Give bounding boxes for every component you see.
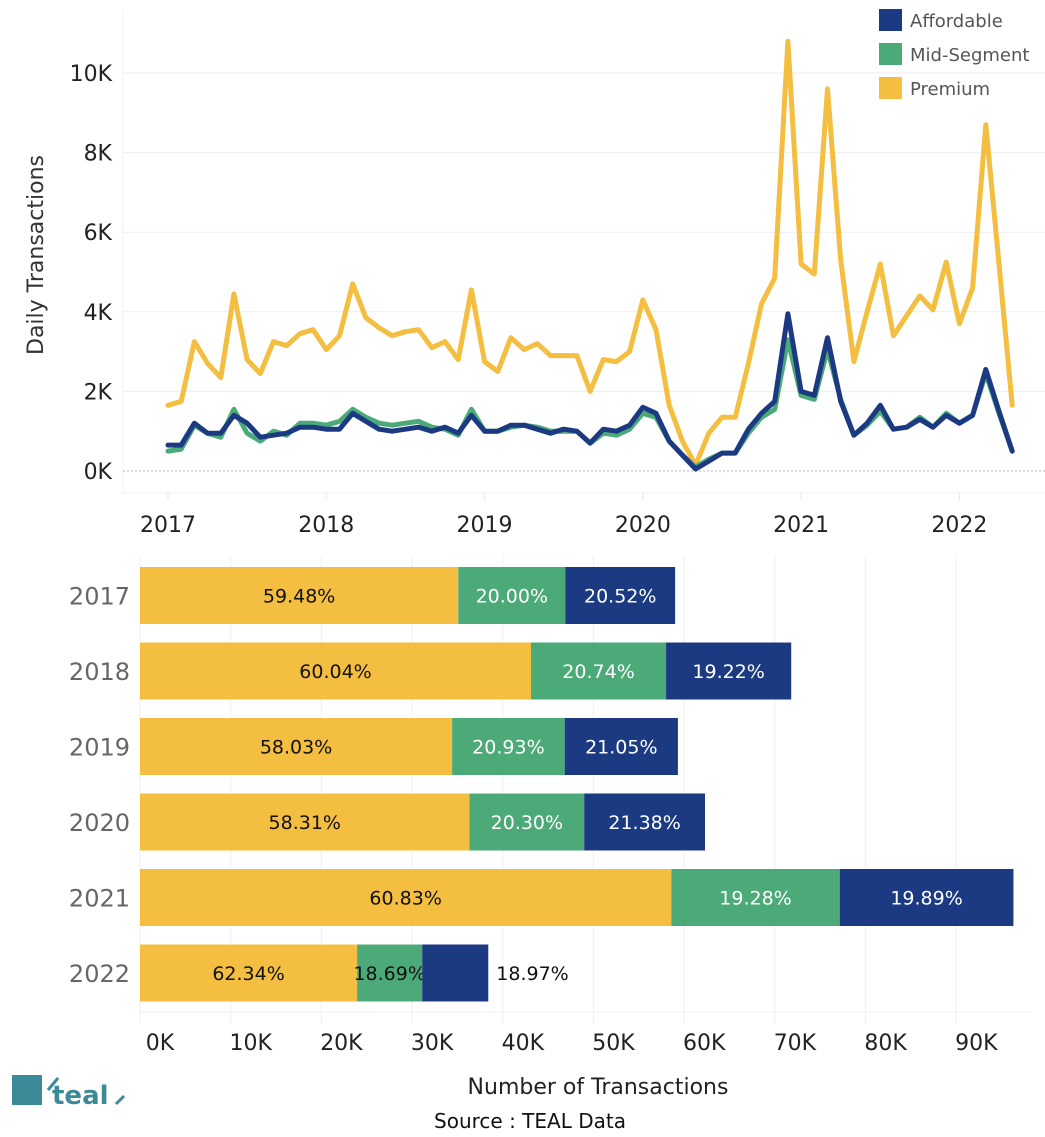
teal-logo-slash-icon xyxy=(46,1077,60,1091)
y-tick-label: 4K xyxy=(84,301,113,326)
series-line-affordable xyxy=(165,311,1015,472)
bar-data-label: 18.97% xyxy=(496,963,568,985)
series-line-premium xyxy=(165,38,1015,468)
bar-chart-x-axis-title: Number of Transactions xyxy=(468,1075,729,1100)
bar-segment-affordable xyxy=(422,944,489,1002)
x-tick-label: 50K xyxy=(592,1031,635,1056)
bar-segment-affordable xyxy=(565,567,676,624)
source-note: Source : TEAL Data xyxy=(434,1109,626,1133)
x-tick-label: 90K xyxy=(955,1031,998,1056)
legend-swatch-affordable xyxy=(879,9,902,31)
y-tick-label: 8K xyxy=(84,142,113,167)
bar-chart-bars: 59.48% 20.00% 20.52% 60.04% 20.74% 19.22% 58.0… xyxy=(140,567,1014,1002)
x-tick-label: 2019 xyxy=(457,513,513,538)
bar-data-label: 19.89% xyxy=(890,888,962,910)
bar-data-label: 60.83% xyxy=(369,888,441,910)
category-label: 2022 xyxy=(69,960,130,988)
bar-chart-x-axis: 0K 10K 20K 30K 40K 50K 60K 70K 80K 90K xyxy=(146,1031,998,1056)
bar-data-label: 19.28% xyxy=(719,888,791,910)
bar-segment-mid-segment xyxy=(671,869,840,926)
category-label: 2018 xyxy=(69,658,130,686)
category-label: 2020 xyxy=(69,809,130,837)
legend-label: Affordable xyxy=(910,11,1003,32)
category-label: 2021 xyxy=(69,885,130,913)
bar-data-label: 19.22% xyxy=(692,661,764,683)
bar-segment-affordable xyxy=(666,642,792,700)
bar-segment-premium xyxy=(140,869,672,926)
bar-segment-affordable xyxy=(564,718,678,775)
bar-segment-mid-segment xyxy=(530,642,667,700)
bar-data-label: 20.00% xyxy=(476,586,548,608)
teal-logo-square-icon xyxy=(12,1075,42,1105)
y-tick-label: 2K xyxy=(84,380,113,405)
series-line-mid-segment xyxy=(165,337,1015,470)
x-tick-label: 30K xyxy=(411,1031,454,1056)
bar-data-label: 20.93% xyxy=(472,737,544,759)
bar-segment-mid-segment xyxy=(357,944,423,1002)
bar-data-label: 58.31% xyxy=(269,812,341,834)
bar-data-label: 18.69% xyxy=(353,963,425,985)
bar-segment-premium xyxy=(140,567,459,624)
bar-segment-mid-segment xyxy=(452,718,565,775)
bar-data-label: 20.74% xyxy=(562,661,634,683)
bar-segment-premium xyxy=(140,793,470,851)
x-tick-label: 0K xyxy=(146,1031,175,1056)
bar-segment-premium xyxy=(140,944,358,1002)
x-tick-label: 2018 xyxy=(298,513,354,538)
x-tick-label: 40K xyxy=(502,1031,545,1056)
x-tick-label: 2022 xyxy=(931,513,987,538)
bar-chart-gridlines xyxy=(139,555,1030,1024)
category-label: 2019 xyxy=(69,734,130,762)
bar-segment-mid-segment xyxy=(458,567,566,624)
legend-label: Mid-Segment xyxy=(910,45,1029,66)
teal-logo-text: teal xyxy=(52,1081,109,1111)
bar-data-label: 20.30% xyxy=(491,812,563,834)
bar-segment-affordable xyxy=(839,869,1014,926)
bar-data-label: 20.52% xyxy=(584,586,656,608)
x-tick-label: 2017 xyxy=(140,513,196,538)
y-tick-label: 10K xyxy=(70,62,113,87)
x-tick-label: 10K xyxy=(229,1031,272,1056)
bar-segment-affordable xyxy=(584,793,706,851)
x-tick-label: 20K xyxy=(320,1031,363,1056)
line-chart-series xyxy=(165,38,1015,472)
legend-swatch-mid-segment xyxy=(879,43,902,65)
legend: Affordable Mid-Segment Premium xyxy=(879,9,1029,100)
bar-segment-mid-segment xyxy=(469,793,585,851)
bar-data-label: 58.03% xyxy=(260,737,332,759)
line-chart-y-axis: 0K 2K 4K 6K 8K 10K xyxy=(70,62,113,485)
line-chart-gridlines xyxy=(122,10,1045,494)
bar-data-label: 59.48% xyxy=(263,586,335,608)
x-tick-label: 2020 xyxy=(615,513,671,538)
teal-logo-tail-icon xyxy=(114,1094,126,1106)
bar-data-label: 21.38% xyxy=(608,812,680,834)
legend-swatch-premium xyxy=(879,77,902,99)
bar-segment-premium xyxy=(140,642,531,700)
legend-label: Premium xyxy=(910,79,990,100)
bar-data-label: 21.05% xyxy=(585,737,657,759)
y-tick-label: 0K xyxy=(84,460,113,485)
x-tick-label: 2021 xyxy=(773,513,829,538)
bar-data-label: 60.04% xyxy=(299,661,371,683)
x-tick-label: 60K xyxy=(683,1031,726,1056)
line-chart-x-axis: 2017 2018 2019 2020 2021 2022 xyxy=(140,493,987,538)
bar-segment-premium xyxy=(140,718,453,775)
category-label: 2017 xyxy=(69,583,130,611)
teal-logo: teal xyxy=(12,1075,126,1111)
x-tick-label: 70K xyxy=(774,1031,817,1056)
line-chart-y-axis-title: Daily Transactions xyxy=(24,155,49,355)
bar-data-label: 62.34% xyxy=(212,963,284,985)
bar-chart-category-axis: 2017 2018 2019 2020 2021 2022 xyxy=(69,583,130,989)
y-tick-label: 6K xyxy=(84,221,113,246)
x-tick-label: 80K xyxy=(864,1031,907,1056)
